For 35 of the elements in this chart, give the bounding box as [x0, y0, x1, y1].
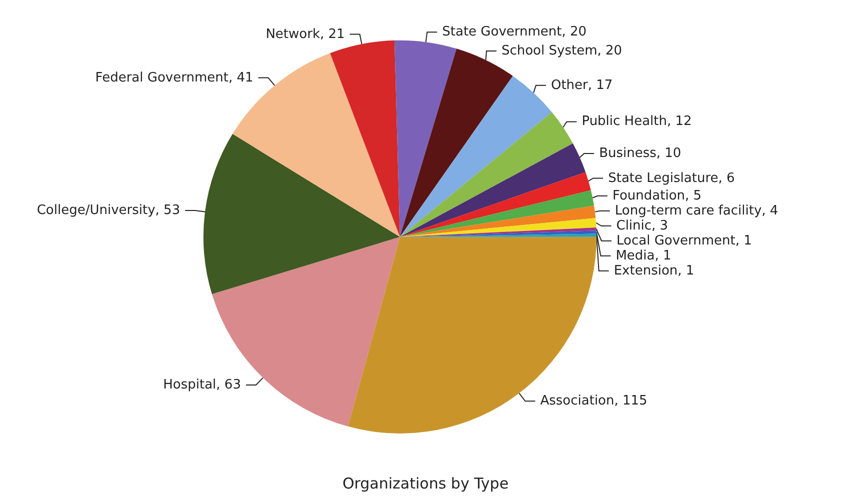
slice-label: Public Health — [582, 114, 667, 130]
data-label: , 115 — [614, 394, 648, 409]
data-label: , 17 — [588, 78, 613, 93]
slice-label: Business — [599, 146, 657, 161]
slice-label: Local Government — [616, 233, 736, 248]
slice-label: Extension — [614, 263, 678, 278]
slice-label: School System — [501, 44, 598, 59]
slice-label: Other — [550, 78, 589, 93]
slice-label: Clinic — [616, 218, 652, 234]
slice-label: Hospital — [163, 377, 216, 392]
data-label: , 12 — [667, 114, 692, 130]
slice-label: Network — [266, 26, 320, 42]
data-label: , 4 — [762, 203, 778, 218]
data-label: , 20 — [562, 24, 587, 40]
slice-label: State Legislature — [608, 170, 718, 186]
data-label: , 1 — [735, 233, 752, 248]
data-label: , 53 — [155, 203, 180, 218]
data-label: , 21 — [320, 26, 345, 42]
data-label: , 41 — [228, 70, 254, 86]
slice-label: Foundation — [612, 188, 686, 204]
data-label: , 3 — [652, 218, 668, 234]
data-label: , 10 — [656, 146, 682, 161]
data-label: , 1 — [654, 248, 672, 264]
data-label: , 20 — [597, 44, 622, 59]
data-label: , 63 — [216, 377, 241, 392]
slice-label: College/University — [36, 203, 156, 218]
data-label: , 5 — [685, 188, 702, 204]
data-label: , 6 — [718, 170, 735, 186]
slice-label: Federal Government — [95, 70, 228, 86]
slice-label: State Government — [442, 24, 562, 40]
slice-label: Media — [616, 248, 655, 264]
data-label: , 1 — [678, 263, 694, 278]
slice-label: Long-term care facility — [614, 203, 762, 218]
text: Organizations by Type — [342, 474, 509, 492]
slice-label: Association — [540, 394, 614, 409]
